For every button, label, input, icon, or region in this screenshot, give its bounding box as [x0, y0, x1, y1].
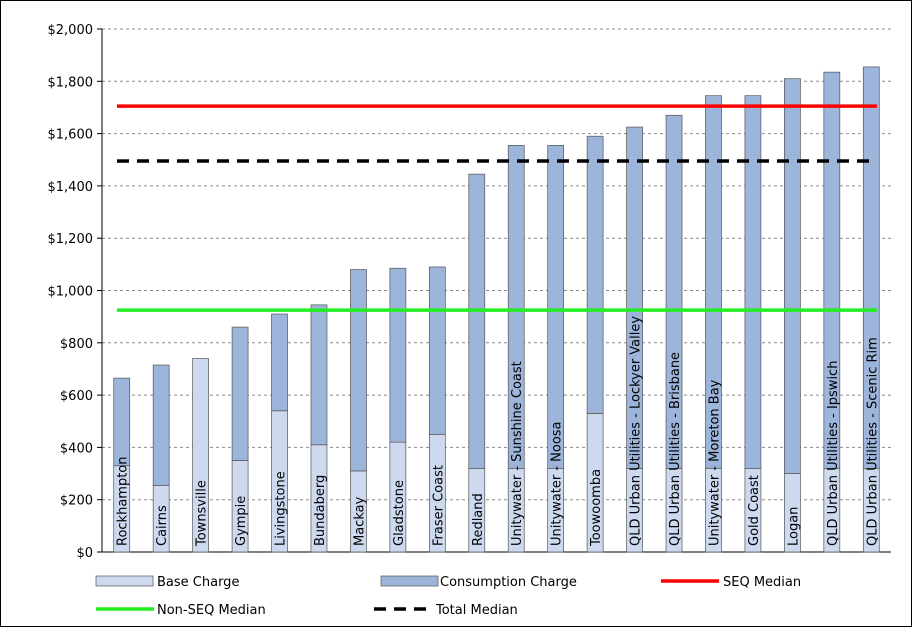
legend-swatch	[380, 575, 439, 587]
legend-label: Base Charge	[157, 575, 239, 590]
reference-lines	[117, 104, 877, 312]
bar-consumption-charge	[231, 326, 249, 461]
category-label: QLD Urban Utilities - Lockyer Valley	[629, 316, 644, 546]
bar-consumption-charge	[271, 313, 288, 412]
category-label: Gympie	[234, 496, 249, 546]
category-label: QLD Urban Utilities - Brisbane	[668, 352, 683, 546]
legend-label: Non-SEQ Median	[157, 603, 266, 618]
y-tick-label: $600	[60, 389, 93, 404]
y-tick-label: $1,400	[48, 180, 94, 195]
bars	[113, 66, 880, 553]
category-label: Livingstone	[274, 471, 289, 546]
category-label: Gold Coast	[747, 475, 762, 546]
bar-consumption-charge	[823, 71, 841, 469]
category-label: Logan	[786, 507, 801, 546]
bar-consumption-charge	[152, 364, 170, 486]
bar-consumption-charge	[626, 126, 643, 469]
category-label: Toowoomba	[589, 469, 604, 547]
bar-consumption-charge	[428, 266, 446, 435]
legend-label: Consumption Charge	[440, 575, 577, 590]
bar-consumption-charge	[310, 304, 328, 446]
bar-consumption-charge	[784, 78, 801, 474]
y-tick-label: $800	[60, 337, 93, 352]
category-label: Rockhampton	[116, 457, 131, 547]
bar-consumption-charge	[744, 95, 762, 469]
bar-consumption-charge	[350, 269, 367, 472]
category-label: QLD Urban Utilities - Ipswich	[826, 361, 841, 546]
bar-consumption-charge	[586, 135, 604, 414]
legend-swatch	[95, 575, 154, 587]
y-tick-label: $200	[60, 494, 93, 509]
category-label: Cairns	[155, 505, 170, 546]
category-label: Fraser Coast	[431, 465, 446, 546]
y-tick-label: $2,000	[48, 23, 94, 38]
bar-consumption-charge	[705, 95, 722, 469]
y-tick-label: $400	[60, 441, 93, 456]
bar-consumption-charge	[389, 267, 407, 443]
bar-consumption-charge	[468, 173, 486, 469]
category-label: Townsville	[195, 480, 210, 547]
category-label: Gladstone	[392, 480, 407, 546]
legend-label: Total Median	[435, 603, 518, 618]
legend: Base Charge Consumption Charge SEQ Median N…	[95, 575, 801, 618]
y-tick-label: $1,600	[48, 128, 94, 143]
category-label: Redland	[471, 493, 486, 546]
category-label: Unitywater - Noosa	[550, 421, 565, 546]
y-tick-label: $1,800	[48, 75, 94, 90]
bar-consumption-charge	[862, 66, 880, 469]
category-label: QLD Urban Utilities - Scenic Rim	[865, 337, 880, 546]
bar-consumption-charge	[507, 145, 525, 469]
bar-consumption-charge	[113, 377, 131, 467]
bar-consumption-charge	[547, 145, 565, 469]
bar-consumption-charge	[665, 114, 683, 469]
category-labels: Rockhampton Cairns Townsville Gympie Livings…	[116, 316, 881, 547]
category-label: Unitywater - Sunshine Coast	[510, 361, 525, 546]
category-label: Mackay	[352, 496, 367, 546]
y-tick-label: $1,000	[48, 285, 94, 300]
y-tick-label: $0	[76, 546, 93, 561]
y-tick-label: $1,200	[48, 232, 94, 247]
bar-base-charge	[192, 358, 209, 553]
category-label: Unitywater - Moreton Bay	[707, 379, 722, 546]
legend-label: SEQ Median	[723, 575, 801, 590]
category-label: Bundaberg	[313, 475, 328, 546]
gridlines	[102, 28, 891, 501]
